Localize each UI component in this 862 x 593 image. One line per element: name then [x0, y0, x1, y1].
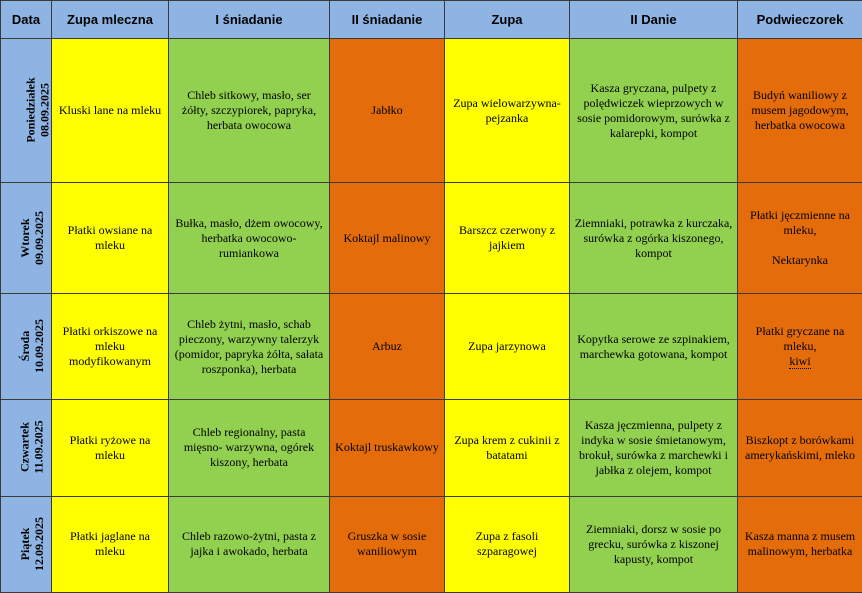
podwieczorek-cell: Płatki gryczane na mleku, kiwi: [737, 293, 862, 400]
zupa-cell: Barszcz czerwony z jajkiem: [444, 182, 570, 295]
day-date: 12.09.2025: [32, 516, 46, 571]
header-podwieczorek: Podwieczorek: [737, 0, 862, 39]
header-ii-danie: II Danie: [569, 0, 738, 39]
date-cell: Czwartek 11.09.2025: [0, 398, 52, 497]
zupa-mleczna-cell: Płatki owsiane na mleku: [51, 182, 169, 295]
podwieczorek-cell: Kasza manna z musem malinowym, herbatka: [737, 495, 862, 593]
podwieczorek-extra: kiwi: [789, 354, 811, 370]
header-ii-sniadanie: II śniadanie: [329, 0, 445, 39]
i-sniadanie-cell: Chleb razowo-żytni, pasta z jajka i awok…: [168, 495, 330, 593]
day-name: Poniedziałek: [23, 77, 38, 143]
day-name: Środa: [18, 330, 32, 362]
table-row: Wtorek 09.09.2025 Płatki owsiane na mleku…: [0, 182, 862, 295]
table-row: Poniedziałek 08.09.2025 Kluski lane na ml…: [0, 37, 862, 184]
zupa-cell: Zupa jarzynowa: [444, 293, 570, 400]
day-date: 08.09.2025: [37, 83, 52, 138]
podwieczorek-cell: Płatki jęczmienne na mleku, Nektarynka: [737, 182, 862, 295]
header-data: Data: [0, 0, 52, 39]
zupa-cell: Zupa z fasoli szparagowej: [444, 495, 570, 593]
i-sniadanie-cell: Chleb sitkowy, masło, ser żółty, szczypi…: [168, 37, 330, 184]
podwieczorek-cell: Budyń waniliowy z musem jagodowym, herba…: [737, 37, 862, 184]
i-sniadanie-cell: Chleb regionalny, pasta mięsno- warzywna…: [168, 398, 330, 497]
date-cell: Piątek 12.09.2025: [0, 495, 52, 593]
day-name: Wtorek: [18, 218, 32, 258]
table-row: Piątek 12.09.2025 Płatki jaglane na mleku…: [0, 495, 862, 593]
header-zupa: Zupa: [444, 0, 570, 39]
ii-sniadanie-cell: Jabłko: [329, 37, 445, 184]
zupa-mleczna-cell: Płatki jaglane na mleku: [51, 495, 169, 593]
ii-sniadanie-cell: Arbuz: [329, 293, 445, 400]
zupa-mleczna-cell: Płatki orkiszowe na mleku modyfikowanym: [51, 293, 169, 400]
zupa-mleczna-cell: Płatki ryżowe na mleku: [51, 398, 169, 497]
header-i-sniadanie: I śniadanie: [168, 0, 330, 39]
i-sniadanie-cell: Chleb żytni, masło, schab pieczony, warz…: [168, 293, 330, 400]
date-cell: Środa 10.09.2025: [0, 293, 52, 400]
zupa-cell: Zupa krem z cukinii z batatami: [444, 398, 570, 497]
zupa-mleczna-cell: Kluski lane na mleku: [51, 37, 169, 184]
ii-danie-cell: Kasza gryczana, pulpety z polędwiczek wi…: [569, 37, 738, 184]
day-date: 09.09.2025: [32, 210, 46, 265]
header-zupa-mleczna: Zupa mleczna: [51, 0, 169, 39]
ii-danie-cell: Ziemniaki, potrawka z kurczaka, surówka …: [569, 182, 738, 295]
i-sniadanie-cell: Bułka, masło, dżem owocowy, herbatka owo…: [168, 182, 330, 295]
table-row: Środa 10.09.2025 Płatki orkiszowe na mlek…: [0, 293, 862, 400]
day-name: Piątek: [18, 527, 32, 561]
day-date: 11.09.2025: [31, 420, 46, 474]
table-row: Czwartek 11.09.2025 Płatki ryżowe na mlek…: [0, 398, 862, 497]
ii-sniadanie-cell: Koktajl truskawkowy: [329, 398, 445, 497]
podwieczorek-main: Płatki jęczmienne na mleku,: [750, 208, 850, 238]
ii-sniadanie-cell: Gruszka w sosie waniliowym: [329, 495, 445, 593]
podwieczorek-cell: Biszkopt z borówkami amerykańskimi, mlek…: [737, 398, 862, 497]
podwieczorek-main: Płatki gryczane na mleku,: [755, 324, 845, 354]
zupa-cell: Zupa wielowarzywna-pejzanka: [444, 37, 570, 184]
ii-danie-cell: Kopytka serowe ze szpinakiem, marchewka …: [569, 293, 738, 400]
day-date: 10.09.2025: [32, 319, 46, 374]
date-cell: Wtorek 09.09.2025: [0, 182, 52, 295]
ii-sniadanie-cell: Koktajl malinowy: [329, 182, 445, 295]
ii-danie-cell: Kasza jęczmienna, pulpety z indyka w sos…: [569, 398, 738, 497]
date-cell: Poniedziałek 08.09.2025: [0, 37, 52, 184]
podwieczorek-extra: Nektarynka: [772, 253, 828, 268]
header-row: Data Zupa mleczna I śniadanie II śniadan…: [0, 0, 862, 39]
day-name: Czwartek: [17, 422, 32, 473]
ii-danie-cell: Ziemniaki, dorsz w sosie po grecku, suró…: [569, 495, 738, 593]
